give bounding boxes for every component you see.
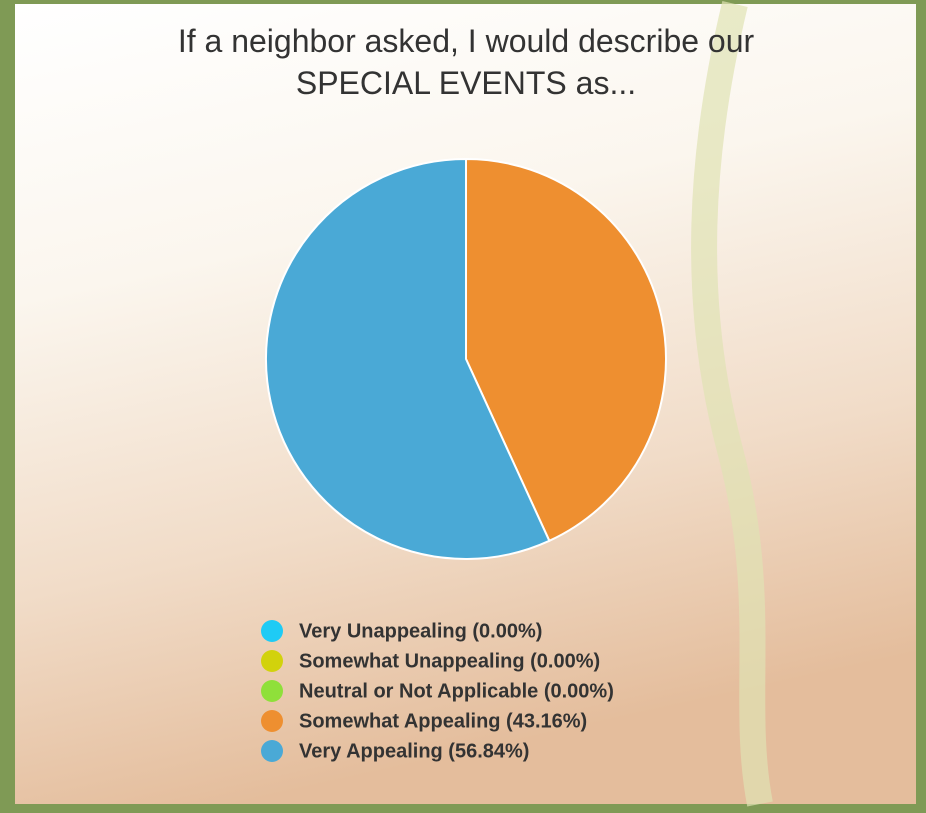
decoration (691, 0, 773, 807)
legend-swatch (261, 620, 283, 642)
pie-slice (465, 157, 667, 543)
chart-title: If a neighbor asked, I would describe ou… (178, 23, 755, 59)
legend-swatch (261, 710, 283, 732)
legend-label: Somewhat Unappealing (0.00%) (299, 650, 600, 672)
legend-label: Very Appealing (56.84%) (299, 740, 529, 762)
legend-label: Neutral or Not Applicable (0.00%) (299, 680, 614, 702)
legend-swatch (261, 740, 283, 762)
legend-label: Somewhat Appealing (43.16%) (299, 710, 587, 732)
chart-title: SPECIAL EVENTS as... (296, 65, 636, 101)
legend-swatch (261, 650, 283, 672)
pie-slice (265, 157, 551, 560)
legend-label: Very Unappealing (0.00%) (299, 620, 542, 642)
legend-swatch (261, 680, 283, 702)
